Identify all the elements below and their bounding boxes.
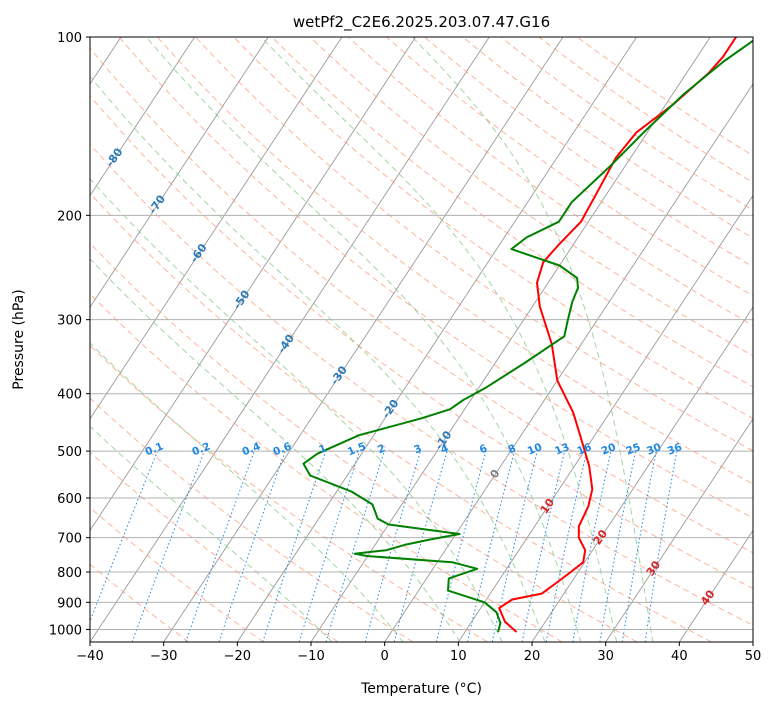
- y-tick-label: 100: [57, 31, 82, 46]
- x-tick-label: 20: [524, 649, 541, 664]
- x-tick-label: −30: [150, 649, 177, 664]
- x-tick-label: 40: [671, 649, 688, 664]
- y-tick-label: 900: [57, 596, 82, 611]
- x-tick-label: −10: [297, 649, 324, 664]
- chart-title: wetPf2_C2E6.2025.203.07.47.G16: [293, 13, 550, 32]
- x-tick-label: 50: [745, 649, 762, 664]
- x-tick-label: 10: [450, 649, 467, 664]
- x-tick-label: 0: [381, 649, 389, 664]
- y-tick-label: 800: [57, 566, 82, 581]
- x-axis-label: Temperature (°C): [360, 681, 482, 697]
- x-tick-label: −40: [76, 649, 103, 664]
- y-tick-label: 700: [57, 532, 82, 547]
- y-tick-label: 600: [57, 492, 82, 507]
- y-tick-label: 400: [57, 388, 82, 403]
- y-tick-label: 500: [57, 445, 82, 460]
- y-tick-label: 300: [57, 314, 82, 329]
- y-tick-label: 200: [57, 209, 82, 224]
- x-tick-label: −20: [224, 649, 251, 664]
- y-axis-label: Pressure (hPa): [11, 289, 27, 389]
- x-tick-label: 30: [597, 649, 614, 664]
- y-tick-label: 1000: [49, 623, 82, 638]
